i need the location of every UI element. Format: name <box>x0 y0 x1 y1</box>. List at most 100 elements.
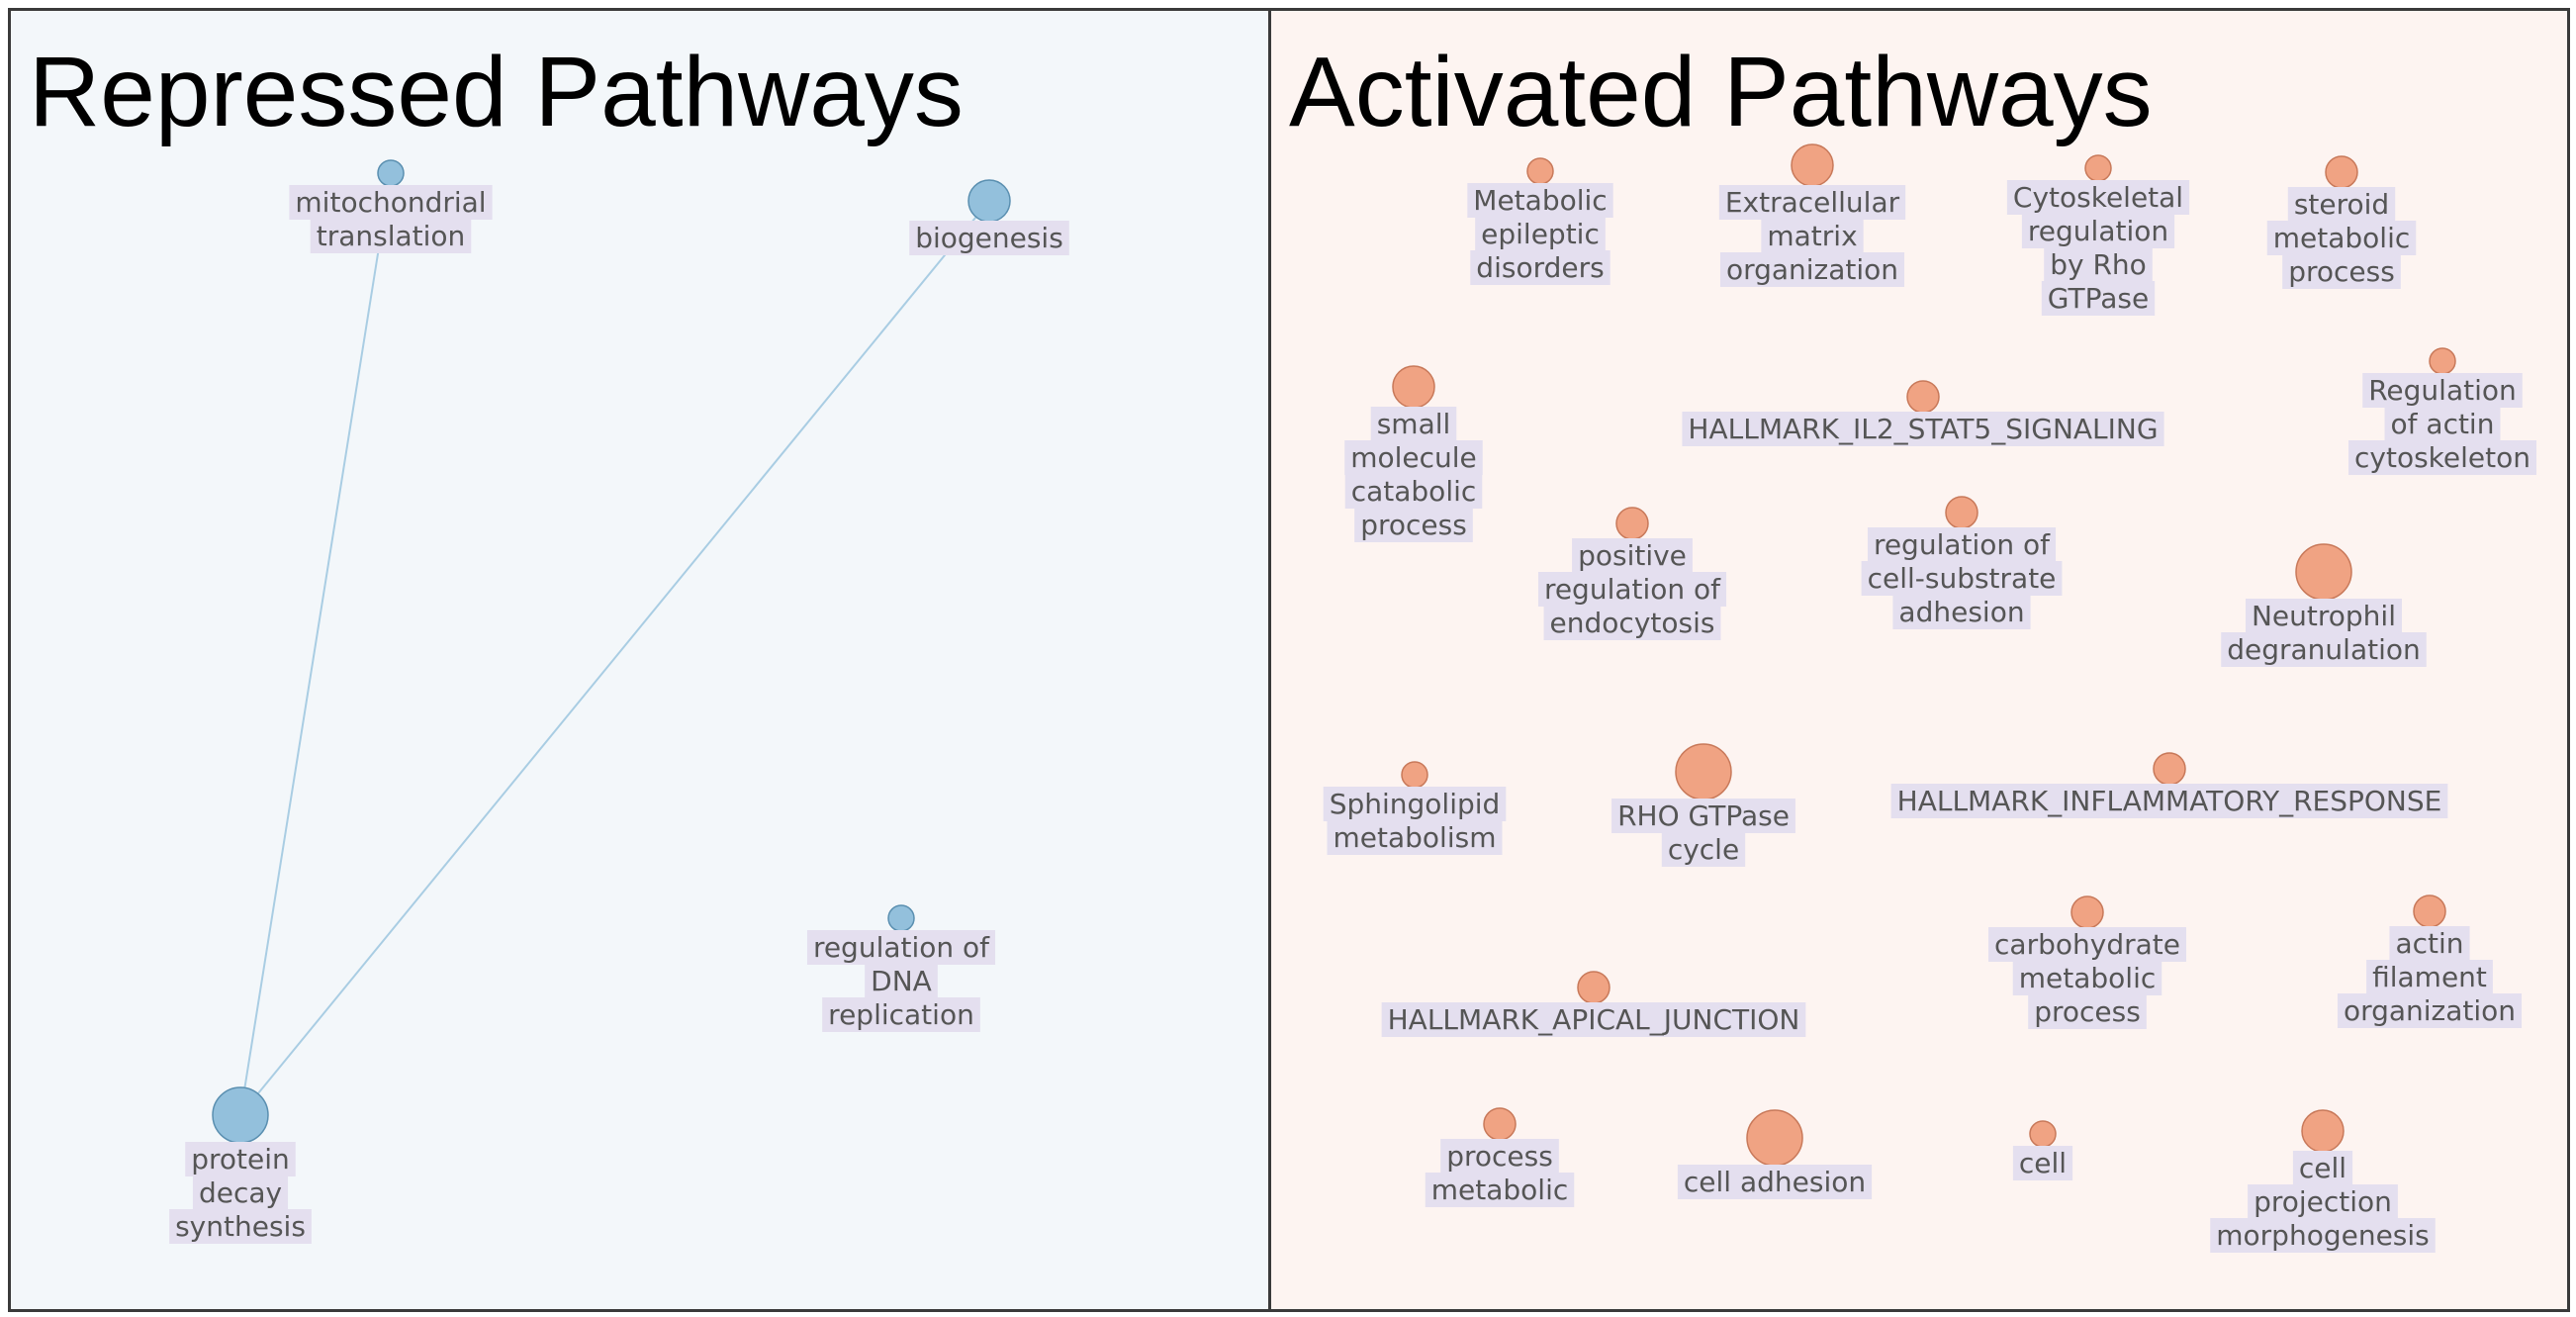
node-label: organization <box>2344 994 2516 1027</box>
node-circle[interactable] <box>1392 365 1435 409</box>
node-label: molecule <box>1350 441 1477 474</box>
node-label: metabolic <box>1431 1174 1569 1206</box>
node-label: projection <box>2254 1185 2392 1218</box>
node-circle[interactable] <box>2413 894 2446 928</box>
node-circle[interactable] <box>2029 1120 2057 1148</box>
node-circle[interactable] <box>1906 380 1940 414</box>
edge-biog-prot <box>239 200 990 1116</box>
node-label-background <box>1677 1165 1873 1199</box>
node-label: matrix <box>1767 220 1857 252</box>
pathway-node[interactable]: HALLMARK_INFLAMMATORY_RESPONSE <box>1890 752 2448 818</box>
node-circle[interactable] <box>967 179 1011 223</box>
node-label-background <box>2012 1146 2073 1180</box>
node-label-background <box>822 997 980 1032</box>
node-label-background <box>1572 538 1693 573</box>
node-circle[interactable] <box>1791 143 1834 187</box>
node-label: replication <box>828 998 974 1031</box>
node-circle[interactable] <box>887 904 915 932</box>
node-label-background <box>2221 632 2427 667</box>
node-label: of actin <box>2391 408 2495 440</box>
node-label-background <box>1475 217 1606 251</box>
node-label-background <box>169 1209 312 1244</box>
pathway-node[interactable]: HALLMARK_IL2_STAT5_SIGNALING <box>1682 380 2164 446</box>
pathway-node[interactable]: HALLMARK_APICAL_JUNCTION <box>1381 971 1806 1037</box>
node-label: steroid <box>2294 188 2389 221</box>
node-circle[interactable] <box>1615 507 1649 540</box>
node-label-background <box>1344 474 1483 509</box>
node-label-background <box>1470 250 1610 285</box>
pathway-node[interactable]: cell <box>2012 1120 2073 1180</box>
node-circle[interactable] <box>2295 543 2352 601</box>
node-label: regulation of <box>1544 573 1721 606</box>
node-circle[interactable] <box>2070 895 2104 929</box>
node-label-background <box>289 185 493 220</box>
node-circle[interactable] <box>2429 347 2456 375</box>
node-label: decay <box>199 1176 282 1209</box>
node-label: regulation of <box>1874 528 2051 561</box>
node-circle[interactable] <box>1945 496 1978 529</box>
node-circle[interactable] <box>2084 154 2112 182</box>
node-label-background <box>1719 252 1905 287</box>
node-circle[interactable] <box>1483 1107 1517 1141</box>
node-label: Regulation <box>2368 374 2517 407</box>
edge-mito-prot <box>239 172 392 1116</box>
node-label: metabolic <box>2019 962 2157 994</box>
node-label: GTPase <box>2048 282 2149 315</box>
node-label: actin <box>2395 927 2463 960</box>
node-circle[interactable] <box>1526 157 1554 185</box>
node-label: carbohydrate <box>1994 928 2180 961</box>
node-circle[interactable] <box>212 1086 269 1144</box>
node-label: Neutrophil <box>2252 600 2396 632</box>
node-circle[interactable] <box>377 159 405 187</box>
node-label-background <box>1718 185 1906 220</box>
node-label-background <box>1344 440 1483 475</box>
node-circle[interactable] <box>2153 752 2186 786</box>
node-circle[interactable] <box>1577 971 1610 1004</box>
node-label-background <box>185 1142 296 1176</box>
node-circle[interactable] <box>2301 1109 2345 1153</box>
node-label: positive <box>1578 539 1687 572</box>
node-label: mitochondrial <box>295 186 486 219</box>
node-label: HALLMARK_APICAL_JUNCTION <box>1388 1003 1800 1036</box>
node-label-background <box>2337 993 2523 1028</box>
node-circle[interactable] <box>1746 1109 1803 1167</box>
pathway-node[interactable]: cell adhesion <box>1677 1109 1873 1199</box>
node-label-background <box>1892 595 2031 629</box>
node-label-background <box>2266 221 2417 255</box>
node-label: HALLMARK_IL2_STAT5_SIGNALING <box>1688 413 2158 445</box>
node-label-background <box>2012 961 2162 995</box>
node-label-background <box>1381 1002 1806 1037</box>
node-label-background <box>2044 247 2153 282</box>
node-label: process <box>2288 255 2395 288</box>
node-label: degranulation <box>2227 633 2421 666</box>
node-label-background <box>2006 180 2190 215</box>
node-label: Sphingolipid <box>1330 788 1501 820</box>
pathway-node[interactable]: biogenesis <box>909 179 1069 255</box>
node-label-background <box>1661 832 1746 867</box>
node-label-background <box>865 964 938 998</box>
node-circle[interactable] <box>1675 743 1732 800</box>
node-circle[interactable] <box>1401 761 1428 789</box>
node-circle[interactable] <box>2325 155 2358 189</box>
node-label: regulation of <box>813 931 990 964</box>
